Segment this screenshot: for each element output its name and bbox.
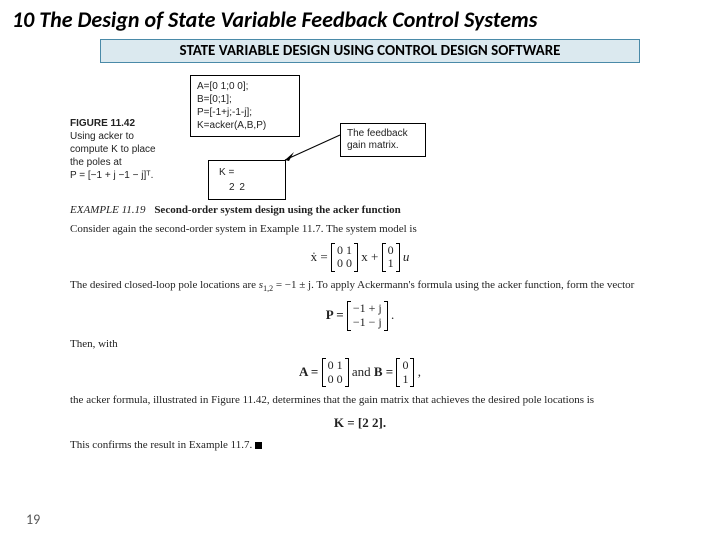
page-title: 10 The Design of State Variable Feedback… (0, 0, 720, 35)
example-heading: EXAMPLE 11.19 Second-order system design… (70, 203, 650, 218)
eq3-and: and (352, 363, 374, 378)
equation-K: K = [2 2]. (70, 414, 650, 432)
example-p4: the acker formula, illustrated in Figure… (70, 393, 650, 408)
figure-arrow (190, 75, 470, 195)
figure-caption: FIGURE 11.42 Using acker to compute K to… (70, 75, 180, 182)
example-label: EXAMPLE 11.19 (70, 204, 146, 216)
section-banner: STATE VARIABLE DESIGN USING CONTROL DESI… (100, 39, 640, 63)
example-title: Second-order system design using the ack… (154, 204, 401, 216)
example-p2: The desired closed-loop pole locations a… (70, 278, 650, 295)
eq3-A: 0 1 0 0 (322, 358, 349, 388)
example-p3: Then, with (70, 337, 650, 352)
figure-diagram: A=[0 1;0 0]; B=[0;1]; P=[-1+j;-1-j]; K=a… (190, 75, 470, 195)
eq1-B: 0 1 (382, 243, 400, 273)
end-square-icon (255, 442, 262, 449)
example-p5: This confirms the result in Example 11.7… (70, 438, 650, 453)
figure-caption-poles: P = [−1 + j −1 − j]ᵀ. (70, 170, 153, 181)
example-p1: Consider again the second-order system i… (70, 222, 650, 237)
eq2-P: P = (326, 307, 344, 322)
figure-caption-line2: compute K to place (70, 144, 156, 155)
eq1-u: u (403, 248, 410, 263)
eq2-end: . (391, 307, 394, 322)
eq1-xdot: ẋ = (311, 248, 328, 263)
page-number: 19 (26, 511, 40, 528)
eq3-Blab: B = (374, 363, 393, 378)
eq2-mat: −1 + j −1 − j (347, 301, 388, 331)
figure-caption-line3: the poles at (70, 157, 122, 168)
eq3-end: , (418, 363, 421, 378)
eq1-A: 0 1 0 0 (331, 243, 358, 273)
eq4-K: K = [2 2]. (334, 415, 386, 430)
equation-state-model: ẋ = 0 1 0 0 x + 0 1 u (70, 243, 650, 273)
figure-caption-line1: Using acker to (70, 131, 134, 142)
figure-block: FIGURE 11.42 Using acker to compute K to… (70, 75, 650, 195)
equation-AB: A = 0 1 0 0 and B = 0 1 , (70, 358, 650, 388)
eq3-Alab: A = (299, 363, 318, 378)
eq3-B: 0 1 (396, 358, 414, 388)
eq1-mid: x + (361, 248, 378, 263)
page-content: FIGURE 11.42 Using acker to compute K to… (0, 69, 720, 453)
figure-number: FIGURE 11.42 (70, 117, 180, 130)
equation-P-vector: P = −1 + j −1 − j . (70, 301, 650, 331)
